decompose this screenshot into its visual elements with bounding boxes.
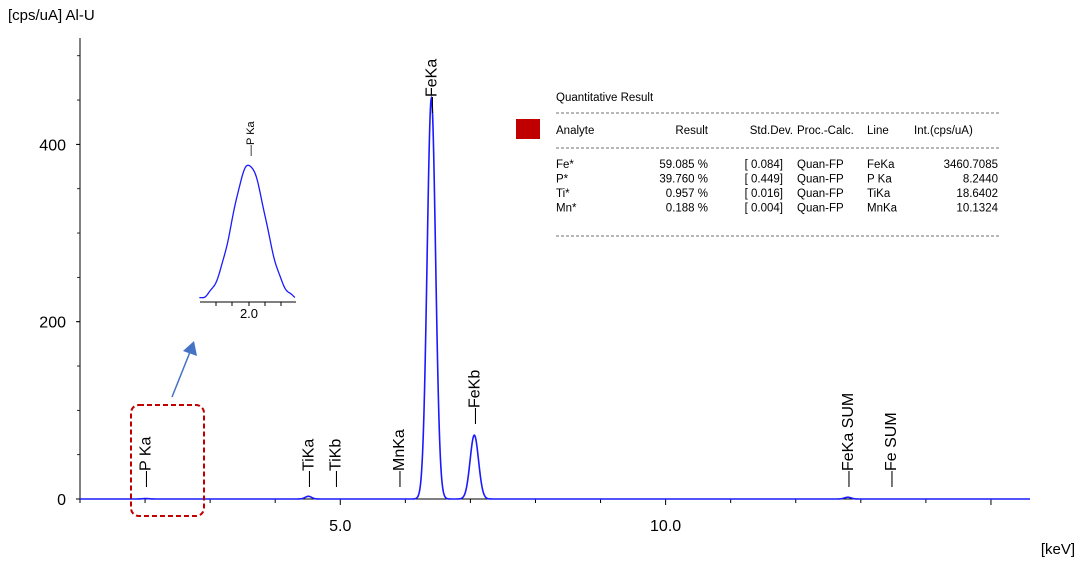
cell-std-dev: [ 0.016]: [745, 188, 783, 200]
peak-label: —TiKa: [300, 439, 317, 487]
table-row: P* 39.760 % [ 0.449] Quan-FP P Ka 8.2440: [556, 174, 998, 186]
x-tick-label: 5.0: [329, 518, 351, 535]
cell-line: TiKa: [867, 188, 891, 200]
peak-labels: —P Ka —TiKa —TiKb —MnKa —FeKa —FeKb —FeKa SUM —…: [138, 59, 900, 487]
cell-proc-calc: Quan-FP: [797, 159, 844, 171]
table-row: Ti* 0.957 % [ 0.016] Quan-FP TiKa 18.6402: [556, 188, 998, 200]
header-line: Line: [867, 125, 889, 137]
cell-line: MnKa: [867, 203, 898, 215]
y-unit-label: [cps/uA] Al-U: [8, 7, 95, 24]
header-std-dev: Std.Dev.: [750, 125, 793, 137]
cell-std-dev: [ 0.449]: [745, 174, 783, 186]
y-tick-label: 400: [39, 137, 66, 154]
legend-swatch: [516, 119, 540, 139]
table-rows: Fe* 59.085 % [ 0.084] Quan-FP FeKa 3460.7085 P…: [556, 159, 999, 215]
cell-proc-calc: Quan-FP: [797, 174, 844, 186]
header-analyte: Analyte: [556, 125, 594, 137]
table-row: Fe* 59.085 % [ 0.084] Quan-FP FeKa 3460.7085: [556, 159, 998, 171]
cell-intensity: 3460.7085: [944, 159, 998, 171]
cell-result: 59.085 %: [659, 159, 708, 171]
cell-intensity: 8.2440: [963, 174, 998, 186]
y-tick-label: 200: [39, 315, 66, 332]
x-ticks: 5.0 10.0: [79, 499, 992, 535]
spectrum-line: [80, 95, 1030, 500]
cell-analyte: P*: [556, 174, 569, 186]
p-ka-highlight-box: [130, 404, 205, 517]
cell-std-dev: [ 0.084]: [745, 159, 783, 171]
cell-proc-calc: Quan-FP: [797, 188, 844, 200]
inset-peak-label: —P Ka: [245, 120, 257, 156]
cell-intensity: 18.6402: [956, 188, 998, 200]
cell-analyte: Mn*: [556, 203, 577, 215]
peak-label: —FeKa: [423, 59, 440, 113]
cell-analyte: Fe*: [556, 159, 574, 171]
header-result: Result: [675, 125, 708, 137]
peak-label: —MnKa: [391, 429, 408, 487]
peak-label: —FeKb: [466, 370, 483, 424]
x-unit-label: [keV]: [1041, 541, 1075, 558]
x-tick-label: 10.0: [650, 518, 681, 535]
peak-label: —TiKb: [328, 439, 345, 487]
y-ticks: 0 200 400: [39, 55, 80, 509]
peak-label: —Fe SUM: [883, 412, 900, 487]
cell-line: P Ka: [867, 174, 892, 186]
cell-result: 0.957 %: [666, 188, 708, 200]
cell-line: FeKa: [867, 159, 895, 171]
inset-arrow: [171, 341, 197, 398]
cell-std-dev: [ 0.004]: [745, 203, 783, 215]
header-intensity: Int.(cps/uA): [914, 125, 973, 137]
cell-result: 0.188 %: [666, 203, 708, 215]
quantitative-result-table: Quantitative Result Analyte Result Std.D…: [516, 92, 1000, 237]
table-title: Quantitative Result: [556, 92, 654, 104]
cell-analyte: Ti*: [556, 188, 570, 200]
inset-tick-label: 2.0: [240, 306, 258, 321]
cell-intensity: 10.1324: [956, 203, 998, 215]
inset-curve: [199, 164, 296, 299]
cell-result: 39.760 %: [659, 174, 708, 186]
peak-label: —P Ka: [138, 437, 155, 488]
table-row: Mn* 0.188 % [ 0.004] Quan-FP MnKa 10.1324: [556, 203, 999, 215]
y-tick-label: 0: [57, 492, 66, 509]
cell-proc-calc: Quan-FP: [797, 203, 844, 215]
p-ka-inset: 2.0 —P Ka: [199, 120, 296, 321]
peak-label: —FeKa SUM: [840, 393, 857, 487]
header-proc-calc: Proc.-Calc.: [797, 125, 854, 137]
